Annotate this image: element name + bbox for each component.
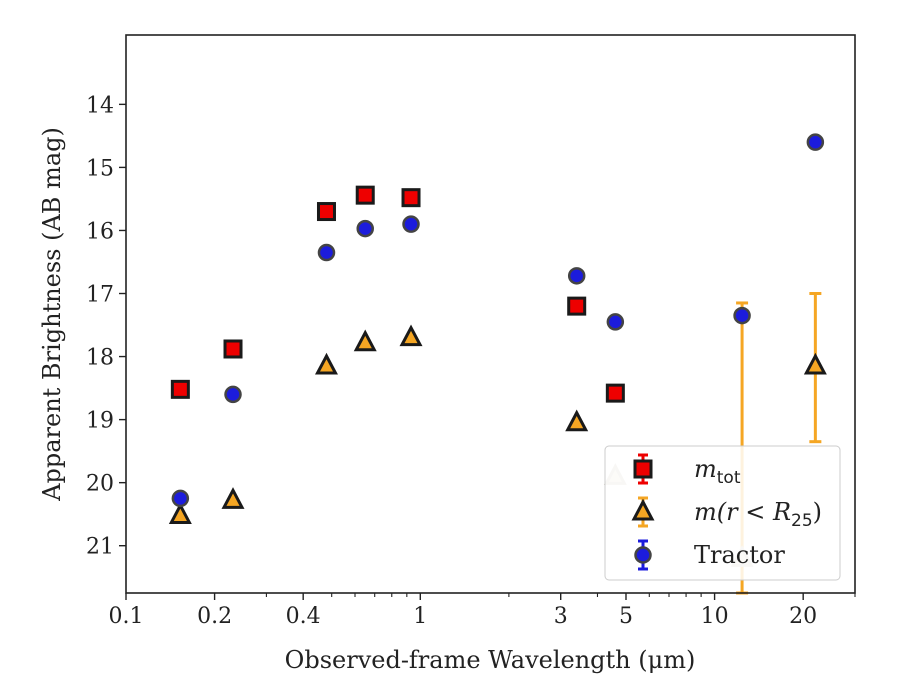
data-point — [353, 329, 377, 352]
legend-marker — [634, 546, 652, 564]
data-point — [803, 352, 827, 375]
legend-marker — [631, 498, 655, 521]
y-tick-label: 21 — [86, 535, 114, 560]
x-axis-label: Observed-frame Wavelength (μm) — [285, 646, 696, 674]
data-point — [170, 379, 190, 399]
data-point — [401, 188, 421, 208]
plot-frame — [125, 34, 856, 594]
data-point — [567, 296, 587, 316]
data-point — [606, 313, 625, 331]
data-point — [168, 502, 192, 524]
legend: mtot m(r < R25) Tractor — [604, 445, 841, 581]
data-point — [171, 489, 190, 508]
data-point — [567, 267, 586, 285]
legend-box — [604, 445, 841, 581]
legend-label: Tractor — [694, 541, 785, 569]
y-tick-label: 17 — [86, 283, 114, 308]
data-point — [733, 306, 751, 325]
data-point — [221, 487, 245, 509]
series-3 — [171, 133, 825, 508]
data-point — [402, 215, 420, 233]
data-point — [355, 185, 375, 205]
x-tick-label: 3 — [554, 604, 568, 629]
data-point — [399, 324, 423, 347]
y-tick-label: 19 — [86, 409, 114, 434]
legend-label: m(r < R25) — [694, 498, 822, 531]
data-point — [806, 133, 825, 151]
y-tick-label: 16 — [86, 219, 114, 244]
x-axis: 0.1 0.2 0.4 1 3 5 10 20 — [109, 593, 856, 629]
y-axis: 14 15 16 17 18 19 20 21 — [86, 93, 126, 560]
y-tick-label: 20 — [86, 472, 114, 497]
x-tick-label: 1 — [413, 604, 427, 629]
data-point — [314, 352, 338, 375]
y-tick-label: 18 — [86, 346, 114, 371]
y-tick-label: 15 — [86, 156, 114, 181]
data-point — [356, 219, 374, 238]
data-point — [316, 202, 336, 222]
x-tick-label: 0.2 — [197, 604, 232, 629]
legend-label: mtot — [694, 455, 741, 488]
data-point — [565, 409, 589, 432]
data-point — [317, 243, 336, 262]
x-tick-label: 20 — [789, 604, 817, 629]
x-tick-label: 5 — [619, 604, 633, 629]
y-tick-label: 14 — [86, 93, 114, 118]
x-tick-label: 10 — [701, 604, 729, 629]
series-1 — [170, 185, 625, 403]
y-axis-label: Apparent Brightness (AB mag) — [38, 127, 66, 502]
data-point — [224, 385, 242, 404]
x-tick-label: 0.1 — [109, 604, 144, 629]
data-point — [223, 339, 243, 359]
legend-marker — [633, 459, 653, 479]
data-point — [605, 383, 625, 403]
x-tick-label: 0.4 — [286, 604, 321, 629]
